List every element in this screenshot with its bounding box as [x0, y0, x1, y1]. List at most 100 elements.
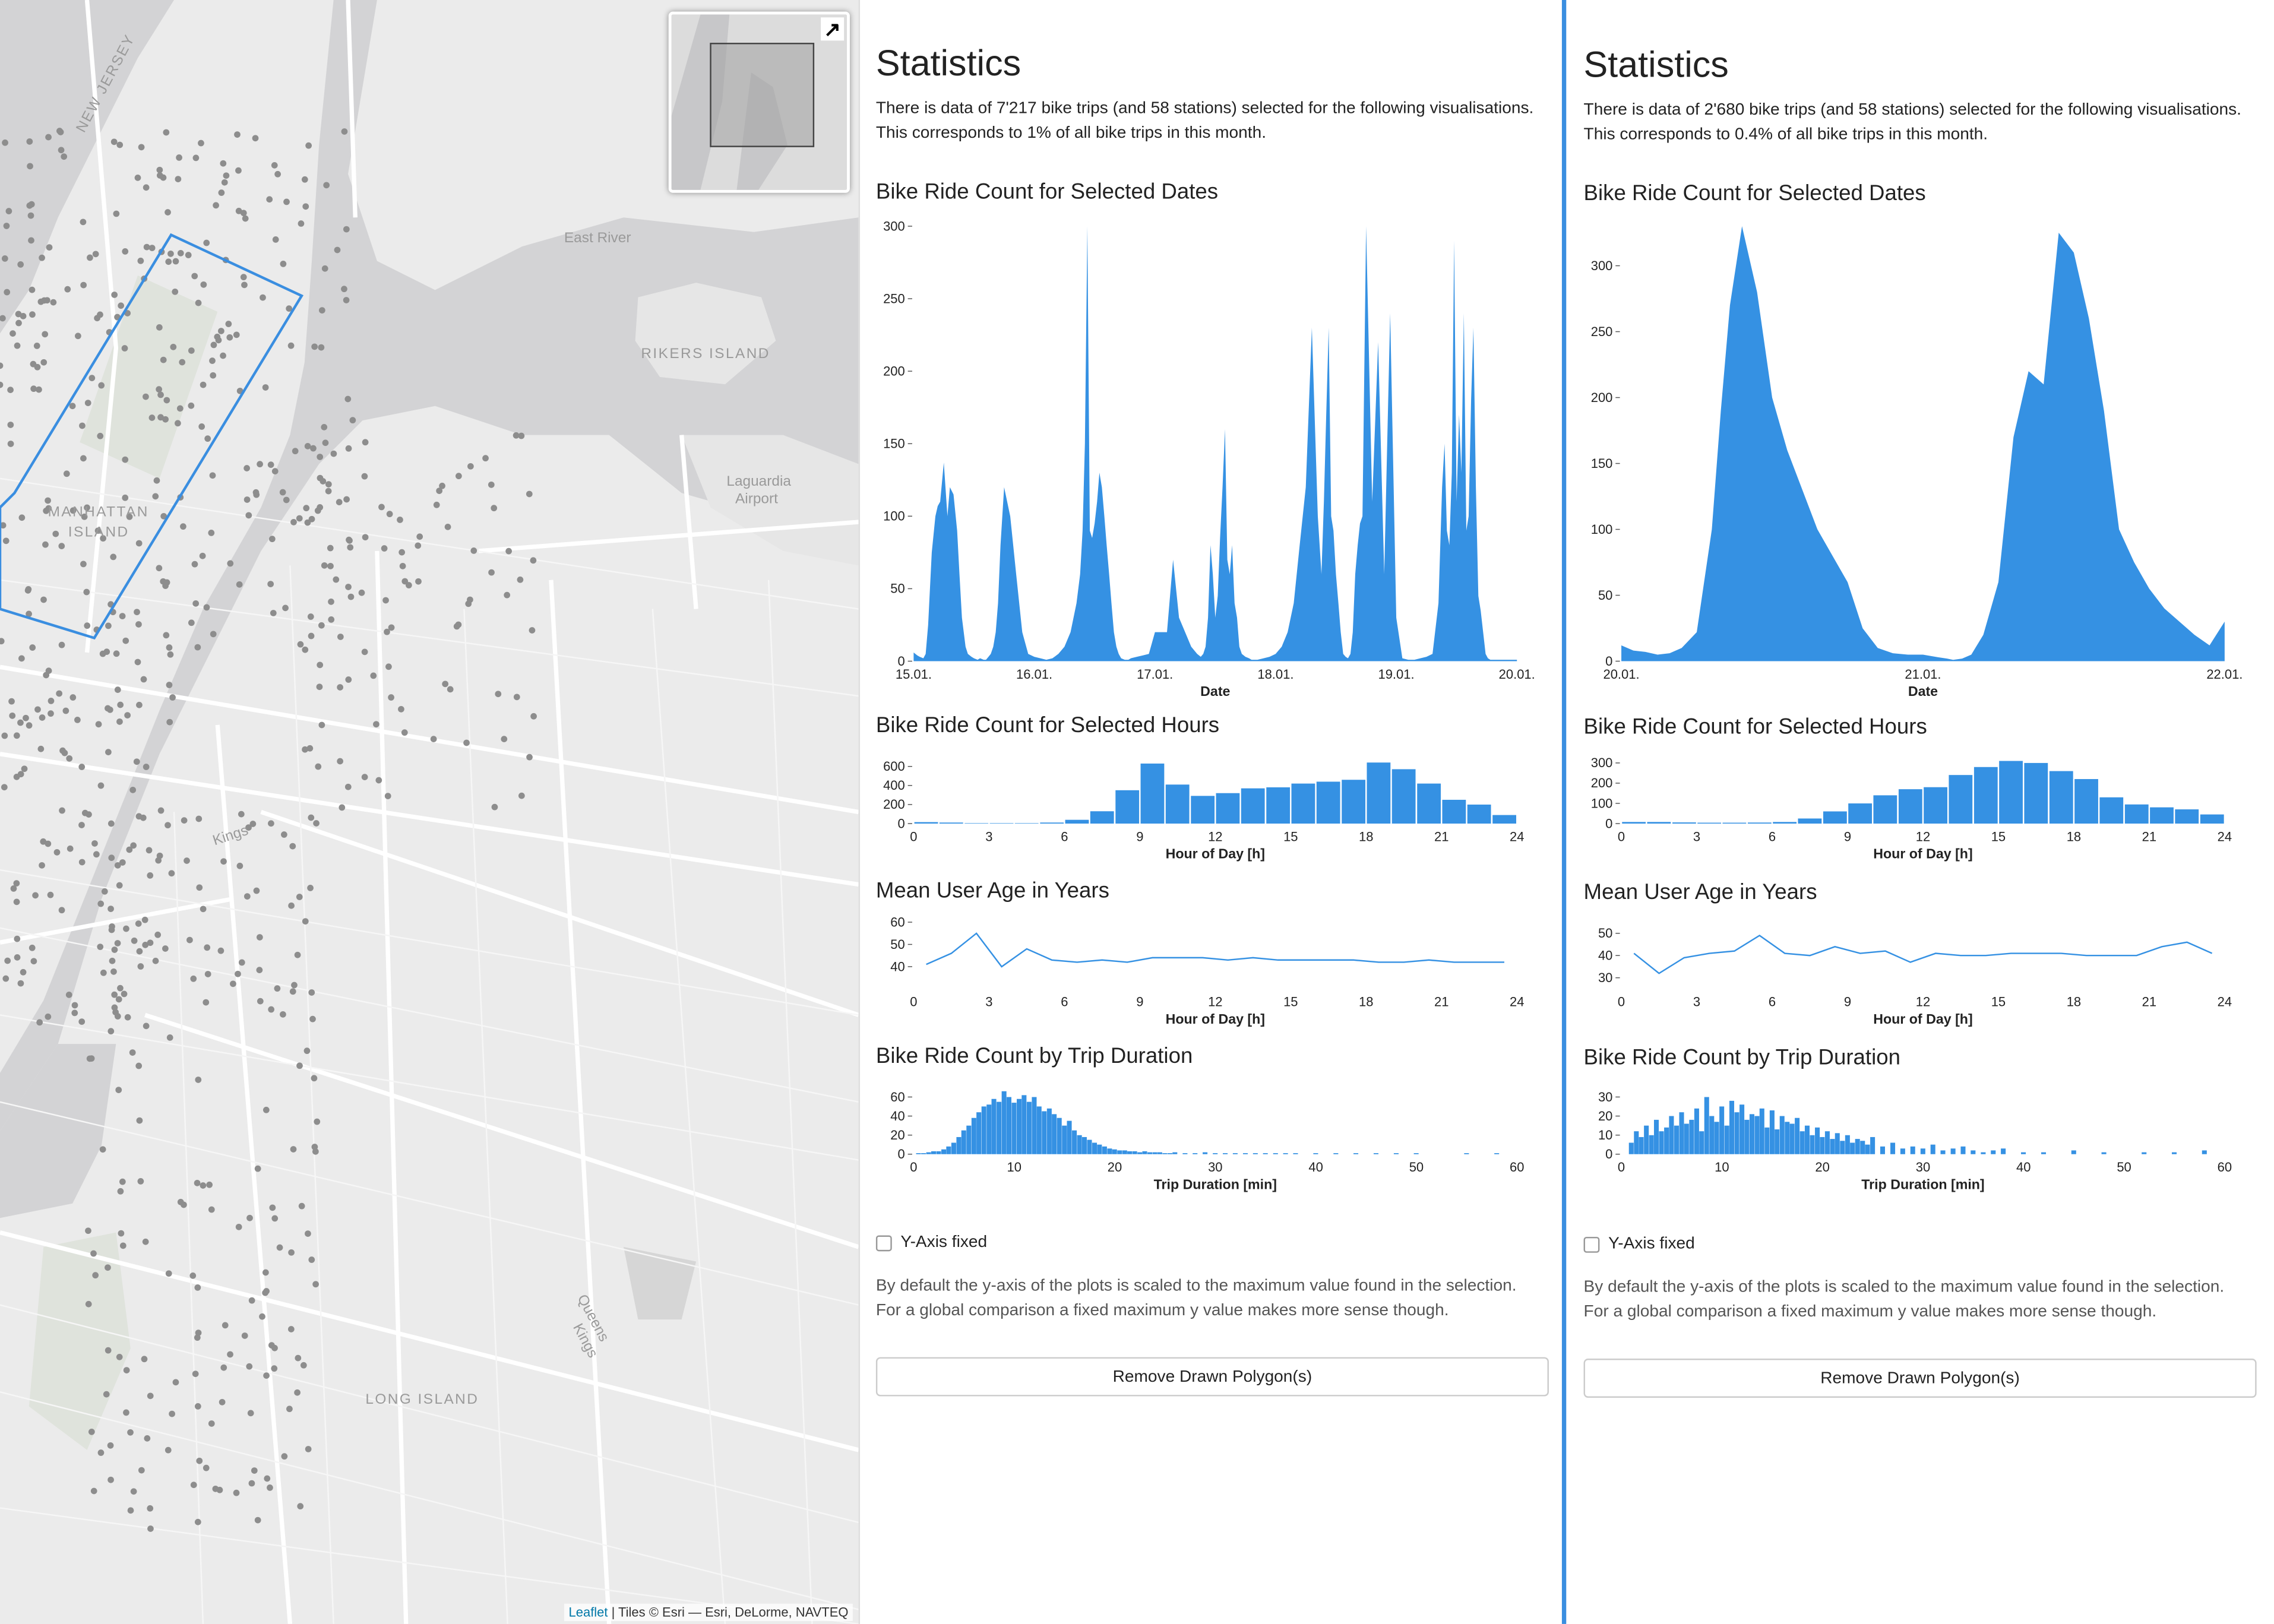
- station-marker[interactable]: [325, 487, 332, 495]
- station-marker[interactable]: [116, 141, 124, 148]
- station-marker[interactable]: [2, 975, 10, 982]
- station-marker[interactable]: [109, 923, 115, 930]
- station-marker[interactable]: [262, 384, 269, 391]
- station-marker[interactable]: [111, 991, 118, 998]
- station-marker[interactable]: [315, 763, 322, 770]
- station-marker[interactable]: [1, 732, 8, 739]
- station-marker[interactable]: [26, 138, 33, 145]
- station-marker[interactable]: [286, 305, 293, 312]
- station-marker[interactable]: [165, 1270, 172, 1277]
- station-marker[interactable]: [136, 948, 143, 955]
- station-marker[interactable]: [27, 163, 33, 170]
- station-marker[interactable]: [495, 691, 502, 698]
- station-marker[interactable]: [141, 1356, 148, 1363]
- station-marker[interactable]: [42, 331, 49, 338]
- station-marker[interactable]: [304, 519, 311, 526]
- station-marker[interactable]: [245, 824, 252, 831]
- station-marker[interactable]: [84, 504, 90, 511]
- station-marker[interactable]: [90, 1250, 97, 1257]
- station-marker[interactable]: [192, 154, 200, 162]
- station-marker[interactable]: [57, 129, 64, 135]
- station-marker[interactable]: [81, 513, 88, 520]
- station-marker[interactable]: [167, 651, 174, 658]
- station-marker[interactable]: [337, 758, 343, 765]
- station-marker[interactable]: [165, 209, 171, 216]
- station-marker[interactable]: [297, 641, 304, 648]
- station-marker[interactable]: [97, 782, 105, 789]
- station-marker[interactable]: [235, 207, 242, 214]
- station-marker[interactable]: [388, 624, 395, 631]
- station-marker[interactable]: [223, 172, 230, 179]
- station-marker[interactable]: [105, 1347, 112, 1354]
- station-marker[interactable]: [269, 1204, 276, 1211]
- station-marker[interactable]: [45, 505, 52, 512]
- station-marker[interactable]: [100, 535, 106, 542]
- station-marker[interactable]: [80, 455, 87, 462]
- station-marker[interactable]: [276, 1244, 283, 1251]
- station-marker[interactable]: [40, 596, 47, 603]
- station-marker[interactable]: [130, 1488, 137, 1495]
- station-marker[interactable]: [165, 822, 171, 829]
- station-marker[interactable]: [241, 281, 248, 289]
- station-marker[interactable]: [114, 940, 121, 946]
- station-marker[interactable]: [208, 1420, 215, 1427]
- station-marker[interactable]: [501, 736, 508, 743]
- station-marker[interactable]: [80, 219, 87, 226]
- station-marker[interactable]: [280, 261, 287, 267]
- station-marker[interactable]: [467, 463, 474, 470]
- station-marker[interactable]: [220, 1364, 227, 1371]
- station-marker[interactable]: [343, 226, 350, 233]
- station-marker[interactable]: [303, 505, 310, 512]
- station-marker[interactable]: [4, 289, 11, 296]
- station-marker[interactable]: [17, 980, 24, 987]
- station-marker[interactable]: [53, 849, 61, 856]
- station-marker[interactable]: [147, 1392, 154, 1400]
- station-marker[interactable]: [156, 386, 163, 393]
- station-marker[interactable]: [14, 935, 21, 942]
- station-marker[interactable]: [36, 386, 42, 393]
- minimap[interactable]: ↗: [668, 11, 850, 193]
- station-marker[interactable]: [260, 294, 266, 301]
- station-marker[interactable]: [84, 622, 91, 629]
- station-marker[interactable]: [204, 944, 211, 951]
- station-marker[interactable]: [361, 473, 368, 480]
- station-marker[interactable]: [283, 496, 290, 504]
- station-marker[interactable]: [163, 579, 170, 586]
- station-marker[interactable]: [88, 375, 96, 381]
- station-marker[interactable]: [177, 1198, 184, 1205]
- station-marker[interactable]: [317, 454, 324, 460]
- station-marker[interactable]: [71, 1002, 78, 1009]
- station-marker[interactable]: [204, 971, 211, 977]
- station-marker[interactable]: [308, 515, 315, 523]
- station-marker[interactable]: [184, 857, 190, 864]
- station-marker[interactable]: [124, 712, 131, 718]
- station-marker[interactable]: [252, 489, 260, 496]
- station-marker[interactable]: [168, 870, 175, 877]
- station-marker[interactable]: [15, 319, 22, 327]
- station-marker[interactable]: [222, 1322, 229, 1329]
- station-marker[interactable]: [114, 686, 121, 693]
- station-marker[interactable]: [526, 490, 533, 498]
- station-marker[interactable]: [172, 258, 179, 265]
- station-marker[interactable]: [271, 1215, 279, 1222]
- station-marker[interactable]: [271, 468, 279, 474]
- station-marker[interactable]: [504, 591, 511, 599]
- station-marker[interactable]: [143, 764, 150, 770]
- station-marker[interactable]: [0, 638, 5, 645]
- station-marker[interactable]: [279, 489, 286, 496]
- station-marker[interactable]: [122, 456, 129, 463]
- station-marker[interactable]: [111, 946, 118, 953]
- station-marker[interactable]: [235, 1223, 242, 1230]
- station-marker[interactable]: [26, 202, 33, 209]
- station-marker[interactable]: [185, 252, 192, 258]
- station-marker[interactable]: [297, 1503, 304, 1510]
- station-marker[interactable]: [302, 918, 309, 925]
- station-marker[interactable]: [126, 846, 133, 853]
- station-marker[interactable]: [209, 357, 216, 364]
- station-marker[interactable]: [13, 773, 20, 780]
- station-marker[interactable]: [166, 644, 173, 651]
- station-marker[interactable]: [361, 648, 368, 656]
- station-marker[interactable]: [97, 900, 105, 907]
- station-marker[interactable]: [317, 474, 324, 482]
- station-marker[interactable]: [230, 980, 236, 987]
